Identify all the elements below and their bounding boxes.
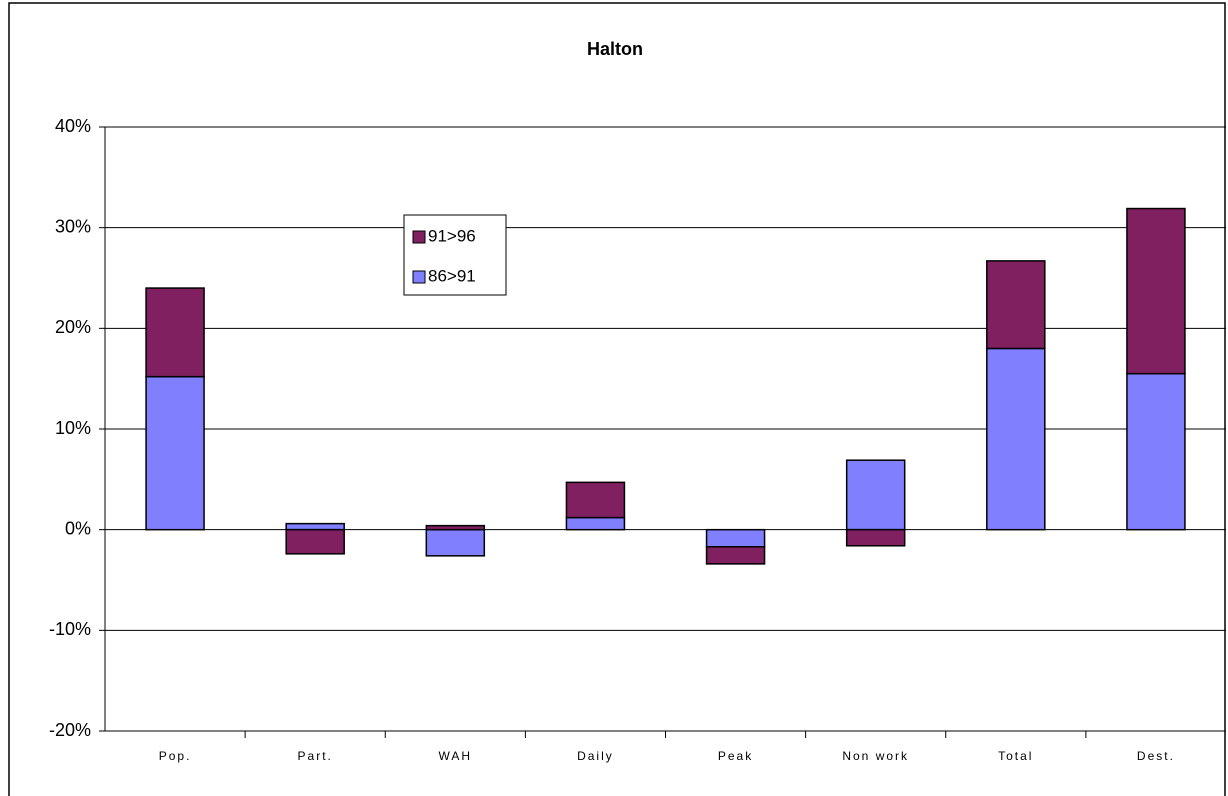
bar-segment [705,528,766,548]
bar-segment [845,459,906,531]
y-tick-label: 30% [55,216,91,236]
bar-segment [565,516,626,531]
y-tick-label: -10% [49,619,91,639]
bar-segment [845,528,906,547]
y-tick-label: 20% [55,317,91,337]
x-tick-label: Total [998,749,1033,763]
legend-label: 86>91 [428,266,476,285]
bar-segment [145,375,205,531]
x-tick-label: Daily [577,749,614,763]
x-tick-label: WAH [439,749,473,763]
x-tick-label: Pop. [159,749,192,763]
y-tick-label: -20% [49,720,91,740]
bar-segment [425,528,486,557]
legend-label: 91>96 [428,226,476,245]
bar-segment [705,546,766,565]
bar-segment [285,522,345,531]
x-tick-label: Part. [298,749,333,763]
x-tick-label: Non work [842,749,909,763]
bar-segment [565,481,626,519]
bar-segment [986,347,1046,531]
x-tick-label: Peak [718,749,753,763]
bar-segment [1126,372,1186,531]
legend-swatch [412,230,426,244]
bar-segment [285,528,345,555]
y-tick-label: 0% [65,518,91,538]
chart-title: Halton [587,39,643,59]
bar-segment [145,287,205,378]
bar-segment [986,260,1046,350]
bar-segment [1126,207,1186,375]
x-tick-label: Dest. [1137,749,1175,763]
y-tick-label: 10% [55,418,91,438]
y-tick-label: 40% [55,116,91,136]
bar-segment [425,524,486,531]
legend-swatch [412,270,426,284]
